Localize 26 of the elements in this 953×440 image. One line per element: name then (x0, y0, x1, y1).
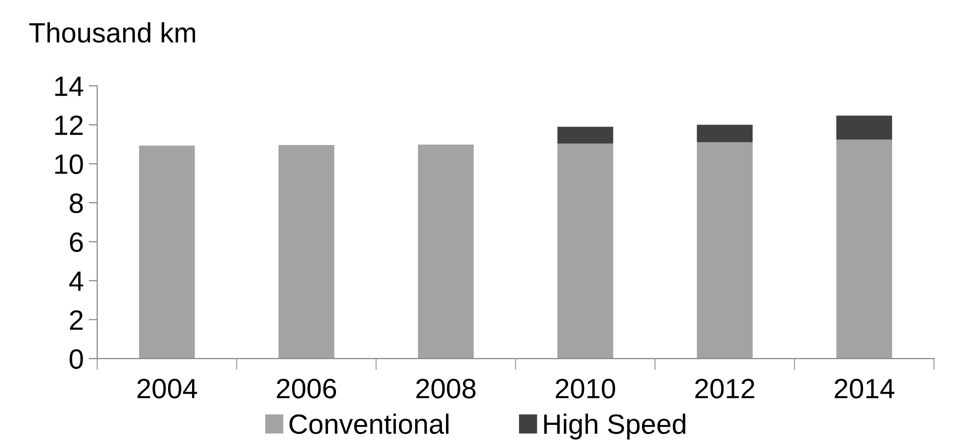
y-tick-label: 14 (55, 76, 84, 96)
y-tick-label: 2 (70, 310, 83, 330)
y-tick-label: 10 (55, 154, 83, 174)
bar (696, 142, 753, 359)
y-tick-label: 6 (70, 232, 83, 252)
x-tick-label: 2012 (695, 378, 754, 398)
y-tick-label: 4 (69, 272, 84, 291)
bar (278, 145, 334, 359)
x-tick-label: 2004 (137, 378, 198, 398)
x-tick-label: 2008 (416, 378, 476, 398)
x-tick-label: 2014 (834, 378, 894, 398)
bar (557, 126, 614, 144)
legend-label: High Speed (544, 414, 686, 440)
bar (557, 144, 614, 359)
bar (139, 146, 195, 359)
y-axis-title: Thousand km (29, 22, 196, 43)
x-tick-label: 2006 (276, 378, 336, 398)
bar (836, 116, 892, 140)
bar (696, 124, 753, 142)
x-tick-label: 2010 (556, 378, 616, 398)
legend-label: Conventional (290, 414, 448, 434)
bar (836, 140, 892, 359)
y-tick-label: 12 (55, 115, 83, 135)
y-tick-label: 8 (70, 193, 83, 214)
bar (418, 144, 474, 359)
y-tick-label: 0 (70, 349, 83, 369)
